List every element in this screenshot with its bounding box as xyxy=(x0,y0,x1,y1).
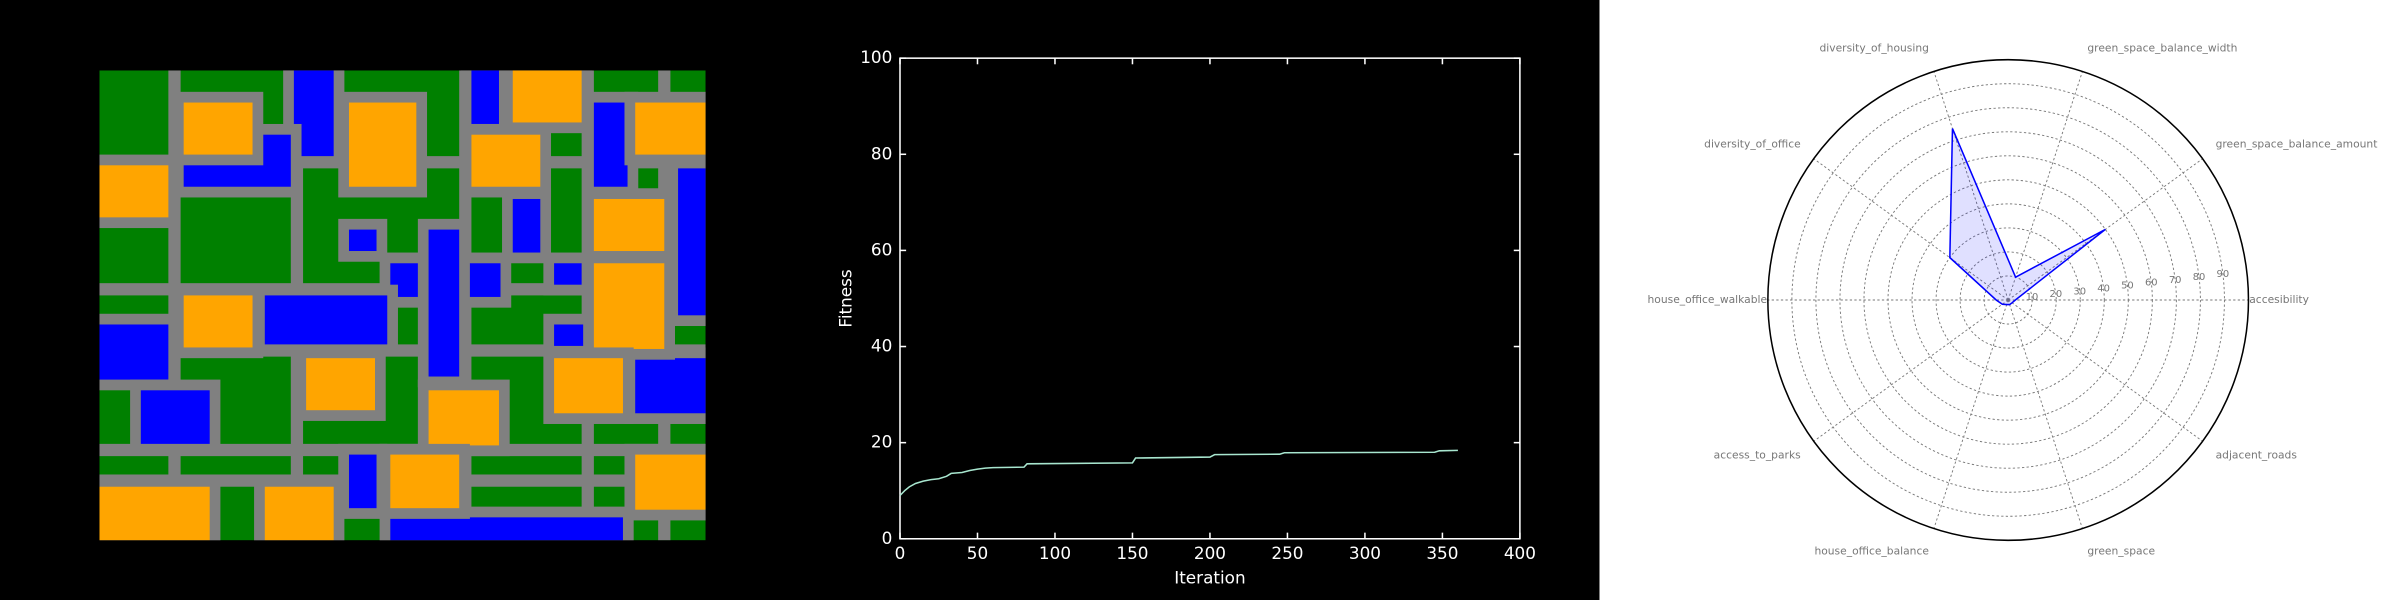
map-block xyxy=(172,91,264,166)
category-label: house_office_balance xyxy=(1814,544,1929,557)
radial-tick-label: 50 xyxy=(2121,281,2134,292)
map-block xyxy=(338,443,388,519)
x-tick-label: 400 xyxy=(1504,543,1536,563)
x-tick-label: 150 xyxy=(1116,543,1148,563)
map-block xyxy=(460,59,510,135)
map-block xyxy=(379,506,634,552)
map-block xyxy=(460,123,552,198)
radial-tick-label: 60 xyxy=(2145,278,2158,289)
x-axis-label: Iteration xyxy=(1174,568,1245,588)
map-block xyxy=(338,218,388,262)
category-label: diversity_of_housing xyxy=(1819,42,1928,55)
spoke xyxy=(2007,71,2083,301)
map-block xyxy=(583,252,675,360)
category-label: accesibility xyxy=(2249,293,2309,306)
map-block xyxy=(88,313,180,391)
category-label: green_space xyxy=(2087,544,2155,557)
map-block xyxy=(379,443,470,519)
map-block xyxy=(583,188,675,262)
map-block xyxy=(88,476,221,552)
map-block xyxy=(254,284,398,356)
x-tick-label: 100 xyxy=(1039,543,1071,563)
y-tick-label: 0 xyxy=(882,528,893,548)
x-tick-label: 0 xyxy=(895,543,906,563)
category-label: access_to_parks xyxy=(1714,448,1801,461)
map-block xyxy=(502,59,593,134)
radial-tick-label: 70 xyxy=(2169,275,2182,286)
radial-tick-label: 90 xyxy=(2217,269,2230,280)
axes-frame xyxy=(899,57,1521,540)
x-tick-label: 50 xyxy=(967,543,988,563)
category-label: green_space_balance_width xyxy=(2087,42,2237,55)
map-block xyxy=(88,154,180,229)
map-block xyxy=(417,379,510,457)
spoke xyxy=(2007,299,2203,442)
map-block xyxy=(130,379,221,455)
y-tick-label: 100 xyxy=(860,47,892,67)
radial-grid xyxy=(1839,131,2177,469)
outer-circle xyxy=(1767,58,2250,542)
radar-polygon xyxy=(1949,128,2106,306)
category-label: green_space_balance_amount xyxy=(2216,138,2378,151)
map-block xyxy=(583,91,639,198)
map-block xyxy=(172,284,264,359)
spoke xyxy=(2007,299,2083,529)
radial-grid xyxy=(1935,227,2081,373)
x-tick-label: 200 xyxy=(1194,543,1226,563)
map-block xyxy=(254,476,345,552)
fitness-chart: 0 20 40 60 80 100 0 50 100 150 200 250 300 350 400 Iter… xyxy=(835,47,1536,587)
y-tick-label: 40 xyxy=(871,336,892,356)
y-tick-label: 80 xyxy=(871,143,892,163)
map-block xyxy=(502,188,552,264)
map-block xyxy=(543,347,634,424)
light-background xyxy=(1599,0,2400,600)
fitness-line xyxy=(899,449,1458,497)
map-block xyxy=(338,91,428,198)
radar-chart: 10 20 30 40 50 60 70 80 90 accesibility green_spac… xyxy=(1648,42,2378,558)
map-block xyxy=(543,252,593,296)
y-axis-label: Fitness xyxy=(835,269,855,327)
spoke xyxy=(1933,299,2009,529)
spoke xyxy=(1813,299,2009,442)
map-block xyxy=(624,443,717,521)
y-tick-label: 20 xyxy=(871,432,892,452)
radial-tick-label: 30 xyxy=(2073,286,2086,297)
map-block xyxy=(624,347,717,424)
radial-grid xyxy=(1911,203,2105,397)
map-block xyxy=(295,347,386,421)
map-block xyxy=(667,157,717,327)
spoke xyxy=(1933,71,2009,301)
x-tick-label: 250 xyxy=(1271,543,1303,563)
x-tick-label: 300 xyxy=(1349,543,1381,563)
category-label: diversity_of_office xyxy=(1704,138,1801,151)
x-tick-label: 350 xyxy=(1426,543,1458,563)
map-clip-frame xyxy=(78,48,728,562)
layout-map xyxy=(78,48,728,562)
category-label: house_office_walkable xyxy=(1648,293,1768,306)
category-label: adjacent_roads xyxy=(2216,448,2298,461)
map-block xyxy=(624,91,717,166)
radial-grid xyxy=(1815,107,2201,493)
radial-tick-label: 10 xyxy=(2026,292,2039,303)
spoke xyxy=(1813,158,2009,301)
radial-tick-label: 20 xyxy=(2050,289,2063,300)
map-block xyxy=(417,218,470,388)
radial-tick-label: 80 xyxy=(2193,272,2206,283)
radial-tick-label: 40 xyxy=(2097,283,2110,294)
y-tick-label: 60 xyxy=(871,239,892,259)
